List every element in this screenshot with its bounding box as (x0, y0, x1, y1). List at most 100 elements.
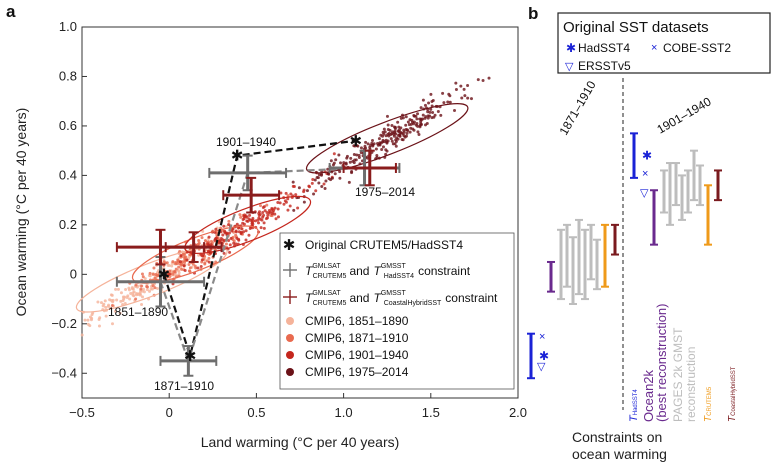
model-point (196, 242, 200, 246)
model-point (203, 239, 207, 243)
model-point (352, 161, 356, 165)
model-point (113, 309, 117, 313)
model-point (381, 130, 385, 134)
model-point (412, 114, 416, 118)
model-point (227, 223, 231, 227)
model-point (172, 270, 176, 274)
model-point (227, 239, 231, 243)
model-point (441, 91, 445, 95)
model-point (389, 137, 393, 141)
panel-b-label-coastal: TCoastalHybridSST (727, 366, 738, 422)
model-point (243, 215, 247, 219)
model-point (242, 230, 246, 234)
y-tick-label: 0.2 (59, 217, 77, 232)
model-point (322, 182, 326, 186)
model-point (230, 229, 234, 233)
model-point (104, 314, 108, 318)
model-point (248, 213, 252, 217)
model-point (127, 286, 131, 290)
model-point (448, 100, 452, 104)
model-point (460, 96, 464, 100)
legend-red-cross (283, 290, 297, 304)
model-point (370, 141, 374, 145)
model-point (410, 118, 414, 122)
model-point (123, 301, 127, 305)
model-point (396, 129, 400, 133)
model-ellipse (305, 103, 469, 174)
model-point (279, 191, 283, 195)
model-point (453, 109, 457, 113)
model-point (234, 233, 238, 237)
model-ellipses (75, 103, 469, 313)
model-point (234, 229, 238, 233)
cobe-marker: × (539, 331, 545, 343)
model-point (390, 139, 394, 143)
model-point (416, 112, 420, 116)
model-point (393, 129, 397, 133)
model-point (429, 92, 433, 96)
model-point (469, 97, 473, 101)
model-point (90, 316, 94, 320)
model-point (315, 175, 319, 179)
model-point (409, 126, 413, 130)
legend-dot-1851 (286, 317, 294, 325)
model-point (412, 120, 416, 124)
model-point (371, 144, 375, 148)
model-point (284, 200, 288, 204)
model-point (145, 285, 149, 289)
model-point (374, 147, 378, 151)
panel-b-bars: ✱×▽✱×▽ (527, 132, 722, 380)
model-point (332, 152, 336, 156)
model-point (344, 161, 348, 165)
panel-a-legend: ✱ Original CRUTEM5/HadSST4 TGMLSAT CRUTEM… (279, 232, 515, 390)
model-point (162, 267, 166, 271)
model-point (294, 193, 298, 197)
model-point (214, 227, 218, 231)
model-point (171, 260, 175, 264)
model-point (381, 145, 385, 149)
model-point (262, 213, 266, 217)
legend-dot-1901 (286, 351, 294, 359)
model-point (428, 114, 432, 118)
model-point (197, 238, 201, 242)
model-point (292, 185, 296, 189)
model-point (426, 116, 430, 120)
model-point (241, 217, 245, 221)
annotation-1851-1890: 1851–1890 (108, 305, 168, 319)
model-point (179, 254, 183, 258)
model-point (271, 210, 275, 214)
model-point (256, 218, 260, 222)
model-point (371, 139, 375, 143)
model-point (366, 142, 370, 146)
model-point (119, 299, 123, 303)
model-point (313, 178, 317, 182)
model-point (347, 180, 351, 184)
model-point (200, 258, 204, 262)
model-point (103, 299, 107, 303)
model-point (380, 147, 384, 151)
model-point (356, 144, 360, 148)
model-point (386, 123, 390, 127)
legend-star-marker: ✱ (283, 237, 296, 254)
model-point (296, 206, 300, 210)
model-point (323, 187, 327, 191)
model-point (391, 130, 395, 134)
model-point (418, 117, 422, 121)
model-point (240, 227, 244, 231)
hadsst4-star-icon: ✱ (566, 41, 576, 55)
panel-b-legend-hadsst4: HadSST4 (578, 41, 630, 55)
model-point (406, 120, 410, 124)
legend-cmip6-1901: CMIP6, 1901–1940 (305, 348, 409, 362)
model-point (129, 292, 133, 296)
model-point (148, 271, 152, 275)
model-point (128, 297, 132, 301)
model-point (389, 133, 393, 137)
model-point (404, 128, 408, 132)
model-point (333, 172, 337, 176)
model-point (338, 176, 342, 180)
model-point (245, 219, 249, 223)
model-point (286, 197, 290, 201)
model-point (289, 192, 293, 196)
model-point (305, 189, 309, 193)
model-point (466, 96, 470, 100)
